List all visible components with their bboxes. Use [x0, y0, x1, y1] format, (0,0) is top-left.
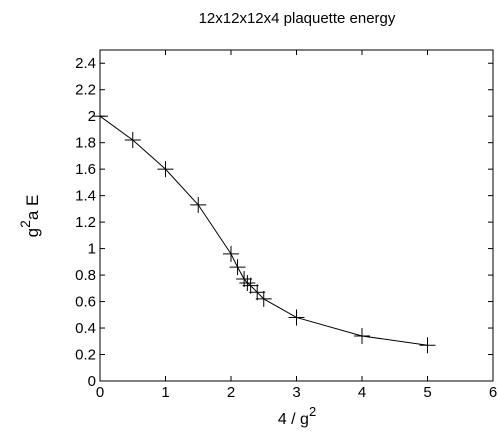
y-tick-label: 0.4 — [75, 320, 96, 337]
x-axis-ticks: 0 1 2 3 4 5 6 — [96, 50, 497, 401]
data-point-marker — [92, 108, 108, 125]
y-axis-ticks: 0 0.2 0.4 0.6 0.8 1 1.2 1.4 1.6 1.8 2 2.2 2.4 — [75, 55, 493, 390]
data-point-marker — [249, 284, 266, 301]
data-point-marker — [255, 290, 272, 307]
plot-frame — [99, 49, 494, 382]
x-tick-label: 1 — [161, 384, 169, 401]
data-point-marker — [354, 327, 370, 344]
y-tick-label: 1.8 — [75, 135, 96, 152]
y-tick-label: 1.6 — [75, 161, 96, 178]
x-tick-label: 4 — [358, 384, 366, 401]
data-point-marker — [236, 271, 253, 288]
y-tick-label: 0 — [88, 373, 96, 390]
x-tick-label: 0 — [96, 384, 104, 401]
data-point-marker — [223, 245, 239, 262]
data-point-marker — [419, 337, 436, 354]
y-tick-label: 0.6 — [75, 294, 96, 311]
y-axis-label-pre: g — [23, 228, 42, 237]
y-tick-label: 2 — [88, 108, 96, 125]
x-axis-label-base: 4 / g — [278, 411, 309, 428]
y-tick-label: 1.4 — [75, 188, 96, 205]
y-tick-label: 0.8 — [75, 267, 96, 284]
y-axis-label-post: a E — [23, 195, 42, 221]
x-tick-label: 6 — [489, 384, 497, 401]
x-axis-label-sup: 2 — [309, 404, 316, 419]
data-point-marker — [242, 277, 259, 294]
series-layer — [92, 108, 436, 354]
chart-title: 12x12x12x4 plaquette energy — [199, 10, 396, 27]
data-point-marker — [239, 275, 256, 292]
data-point-marker — [190, 196, 207, 213]
x-tick-label: 2 — [227, 384, 235, 401]
y-tick-label: 2.4 — [75, 55, 96, 72]
y-tick-label: 1.2 — [75, 214, 96, 231]
y-axis-label-sup: 2 — [17, 220, 33, 228]
data-point-marker — [229, 259, 246, 276]
data-point-marker — [288, 309, 305, 326]
y-tick-label: 1 — [88, 241, 96, 258]
x-tick-label: 5 — [423, 384, 431, 401]
x-tick-label: 3 — [292, 384, 300, 401]
data-point-marker — [124, 132, 141, 149]
y-tick-label: 0.2 — [75, 347, 96, 364]
y-tick-label: 2.2 — [75, 82, 96, 99]
y-axis-label: g2a E — [17, 195, 42, 238]
data-point-marker — [157, 161, 174, 178]
series-line — [99, 115, 428, 346]
x-axis-label: 4 / g2 — [278, 404, 316, 428]
